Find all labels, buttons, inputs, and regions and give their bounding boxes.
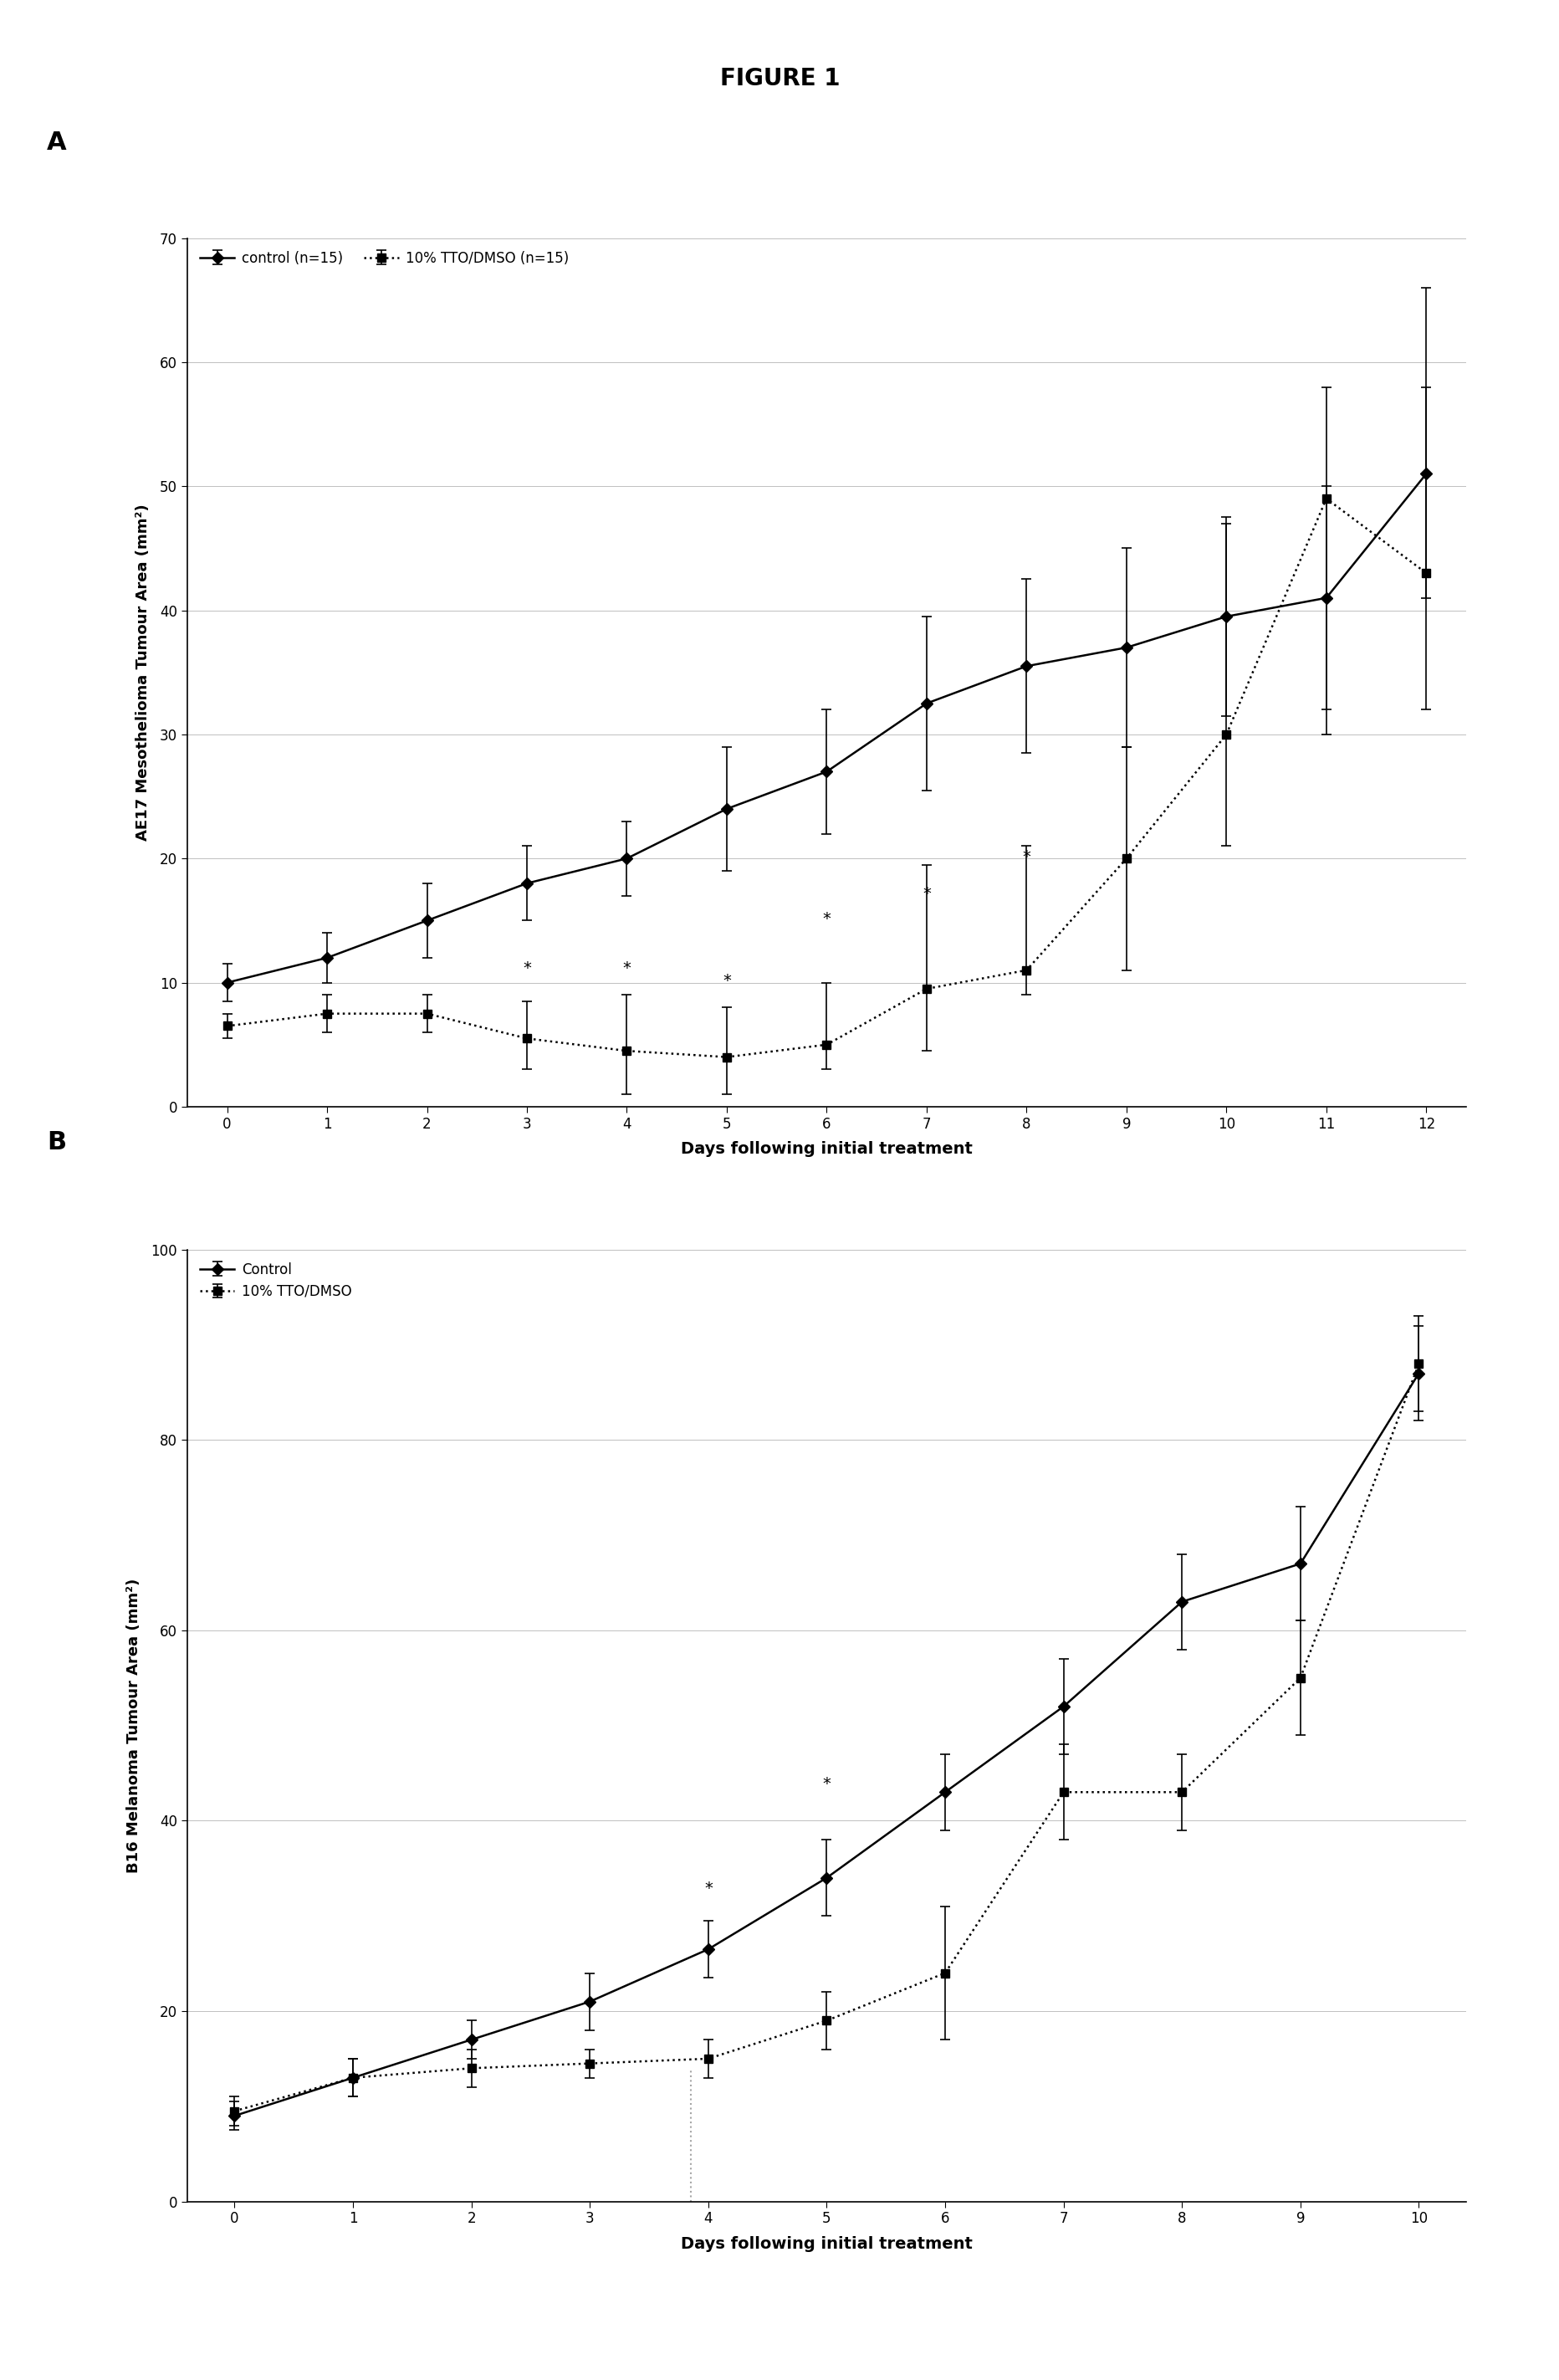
Text: A: A <box>47 131 67 155</box>
Y-axis label: AE17 Mesothelioma Tumour Area (mm²): AE17 Mesothelioma Tumour Area (mm²) <box>136 505 150 840</box>
Text: *: * <box>921 885 931 902</box>
X-axis label: Days following initial treatment: Days following initial treatment <box>680 2235 973 2251</box>
X-axis label: Days following initial treatment: Days following initial treatment <box>680 1140 973 1157</box>
Text: *: * <box>1021 850 1030 864</box>
Text: *: * <box>622 962 631 976</box>
Legend: control (n=15), 10% TTO/DMSO (n=15): control (n=15), 10% TTO/DMSO (n=15) <box>193 245 574 271</box>
Text: *: * <box>522 962 530 976</box>
Text: *: * <box>703 1880 712 1897</box>
Text: FIGURE 1: FIGURE 1 <box>720 67 839 90</box>
Y-axis label: B16 Melanoma Tumour Area (mm²): B16 Melanoma Tumour Area (mm²) <box>126 1578 142 1873</box>
Text: B: B <box>47 1130 65 1154</box>
Text: *: * <box>722 973 731 988</box>
Legend: Control, 10% TTO/DMSO: Control, 10% TTO/DMSO <box>193 1257 357 1304</box>
Text: *: * <box>822 912 831 926</box>
Text: *: * <box>822 1775 831 1792</box>
